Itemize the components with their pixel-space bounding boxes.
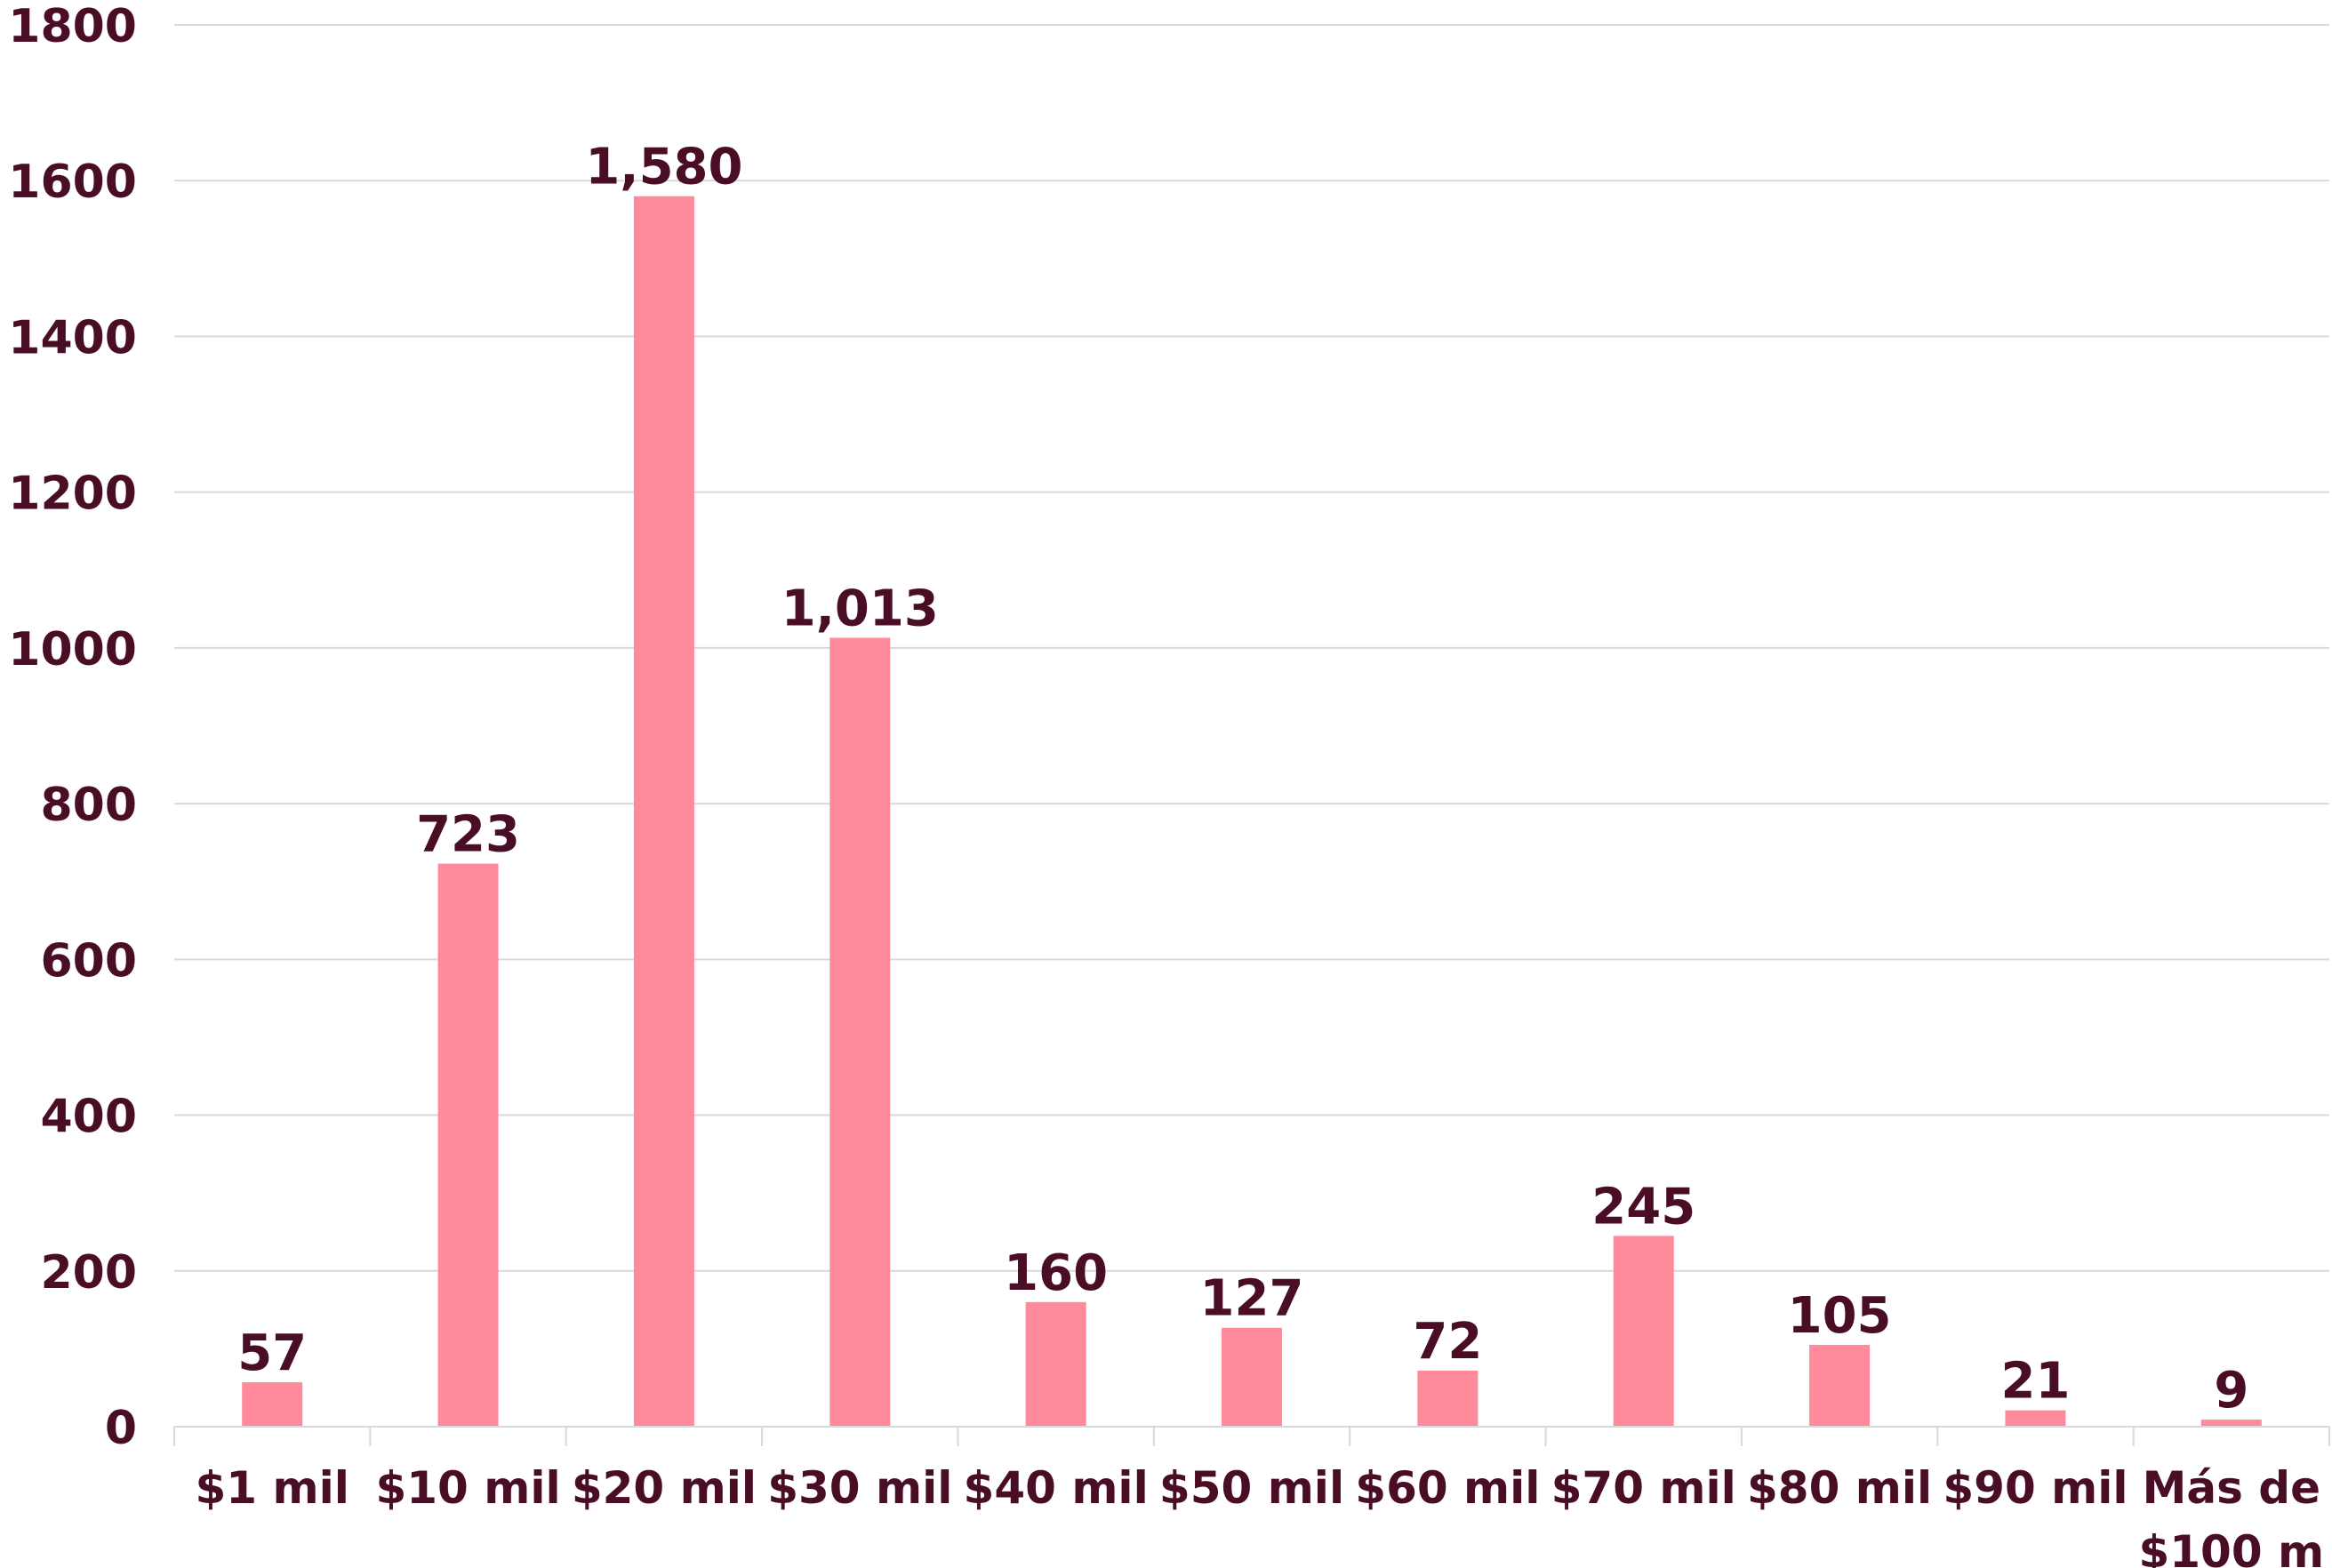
data-labels: 57 723 1,580 1,013 160 127 72 245 105 21 9 <box>237 139 2248 1420</box>
data-label: 1,580 <box>585 139 742 196</box>
category-label: $60 mil <box>1355 1462 1540 1514</box>
data-label: 723 <box>416 806 520 864</box>
data-label: 72 <box>1413 1313 1482 1371</box>
y-tick-label: 0 <box>105 1402 137 1455</box>
bar <box>829 637 891 1427</box>
data-label: 245 <box>1591 1178 1695 1236</box>
bar <box>1417 1370 1479 1427</box>
bar <box>1025 1301 1086 1427</box>
data-label: 127 <box>1200 1270 1304 1328</box>
y-tick-label: 600 <box>40 934 137 988</box>
y-tick-label: 800 <box>40 779 137 832</box>
y-tick-label: 1800 <box>8 0 137 53</box>
y-tick-label: 1600 <box>8 156 137 209</box>
category-label: $20 mil <box>572 1462 757 1514</box>
bar <box>242 1382 303 1427</box>
data-label: 160 <box>1004 1244 1108 1302</box>
data-label: 21 <box>2000 1353 2070 1411</box>
category-label: $80 mil <box>1747 1462 1932 1514</box>
category-label: $70 mil <box>1551 1462 1736 1514</box>
y-tick-label: 400 <box>40 1091 137 1144</box>
x-axis <box>173 1426 2330 1446</box>
data-label: 1,013 <box>781 580 939 637</box>
category-label: Más de <box>2143 1462 2320 1514</box>
gridlines <box>174 24 2329 1272</box>
category-label: $40 mil <box>964 1462 1149 1514</box>
bar <box>437 863 499 1427</box>
y-tick-label: 1200 <box>8 468 137 521</box>
bar <box>2005 1410 2066 1427</box>
y-tick-label: 1000 <box>8 623 137 676</box>
category-label: $10 mil <box>375 1462 560 1514</box>
bar <box>2200 1420 2262 1427</box>
y-tick-label: 1400 <box>8 311 137 364</box>
bars <box>242 196 2262 1428</box>
y-axis-ticks: 0 200 400 600 800 1000 1200 1400 1600 1800 <box>8 0 137 1455</box>
bar <box>1613 1236 1674 1427</box>
data-label: 57 <box>237 1324 307 1382</box>
data-label: 105 <box>1788 1287 1892 1345</box>
bar <box>633 196 694 1428</box>
bar <box>1222 1327 1282 1427</box>
category-label: $90 mil <box>1943 1462 2128 1514</box>
category-label: $30 mil <box>767 1462 952 1514</box>
category-label: $50 mil <box>1159 1462 1344 1514</box>
category-label: $100 m <box>2138 1526 2324 1568</box>
category-labels: $1 mil $10 mil $20 mil $30 mil $40 mil $50 mi… <box>195 1462 2324 1568</box>
category-label: $1 mil <box>195 1462 349 1514</box>
bar <box>1809 1345 1871 1427</box>
y-tick-label: 200 <box>40 1246 137 1300</box>
data-label: 9 <box>2214 1362 2248 1420</box>
